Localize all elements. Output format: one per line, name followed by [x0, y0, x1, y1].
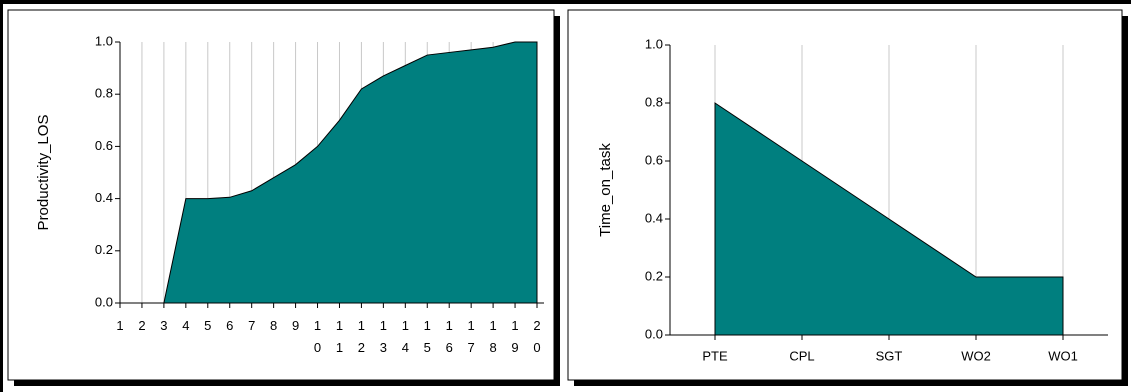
- x-tick-label: 4: [182, 318, 189, 333]
- x-tick-label: WO2: [961, 348, 991, 363]
- area: [714, 102, 1064, 336]
- x-tick-label: 6: [226, 318, 233, 333]
- left-border: [0, 0, 3, 392]
- x-tick-label: 2: [138, 318, 145, 333]
- x-tick-label: WO1: [1048, 348, 1078, 363]
- y-tick-label: 1.0: [95, 33, 113, 48]
- top-border: [0, 0, 1131, 4]
- x-tick-label: 5: [204, 318, 211, 333]
- y-tick-label: 0.4: [95, 190, 113, 205]
- y-tick-label: 0.8: [645, 94, 663, 109]
- y-tick-label: 0.2: [95, 242, 113, 257]
- x-tick-label: SGT: [876, 348, 903, 363]
- y-tick-label: 0.4: [645, 210, 663, 225]
- y-tick-label: 0.6: [95, 138, 113, 153]
- x-tick-label: CPL: [789, 348, 814, 363]
- x-tick-label: 7: [248, 318, 255, 333]
- y-tick-label: 0.8: [95, 86, 113, 101]
- y-axis-label: Productivity_LOS: [35, 115, 52, 231]
- y-tick-label: 0.0: [645, 326, 663, 341]
- x-tick-label: 9: [292, 318, 299, 333]
- y-tick-label: 0.0: [95, 294, 113, 309]
- x-tick-label: 3: [160, 318, 167, 333]
- y-tick-label: 0.6: [645, 152, 663, 167]
- x-tick-label: 8: [270, 318, 277, 333]
- y-tick-label: 0.2: [645, 268, 663, 283]
- x-tick-label: 1: [116, 318, 123, 333]
- y-axis-label: Time_on_task: [597, 143, 614, 237]
- y-tick-label: 1.0: [645, 36, 663, 51]
- area: [120, 41, 538, 304]
- x-tick-label: PTE: [702, 348, 728, 363]
